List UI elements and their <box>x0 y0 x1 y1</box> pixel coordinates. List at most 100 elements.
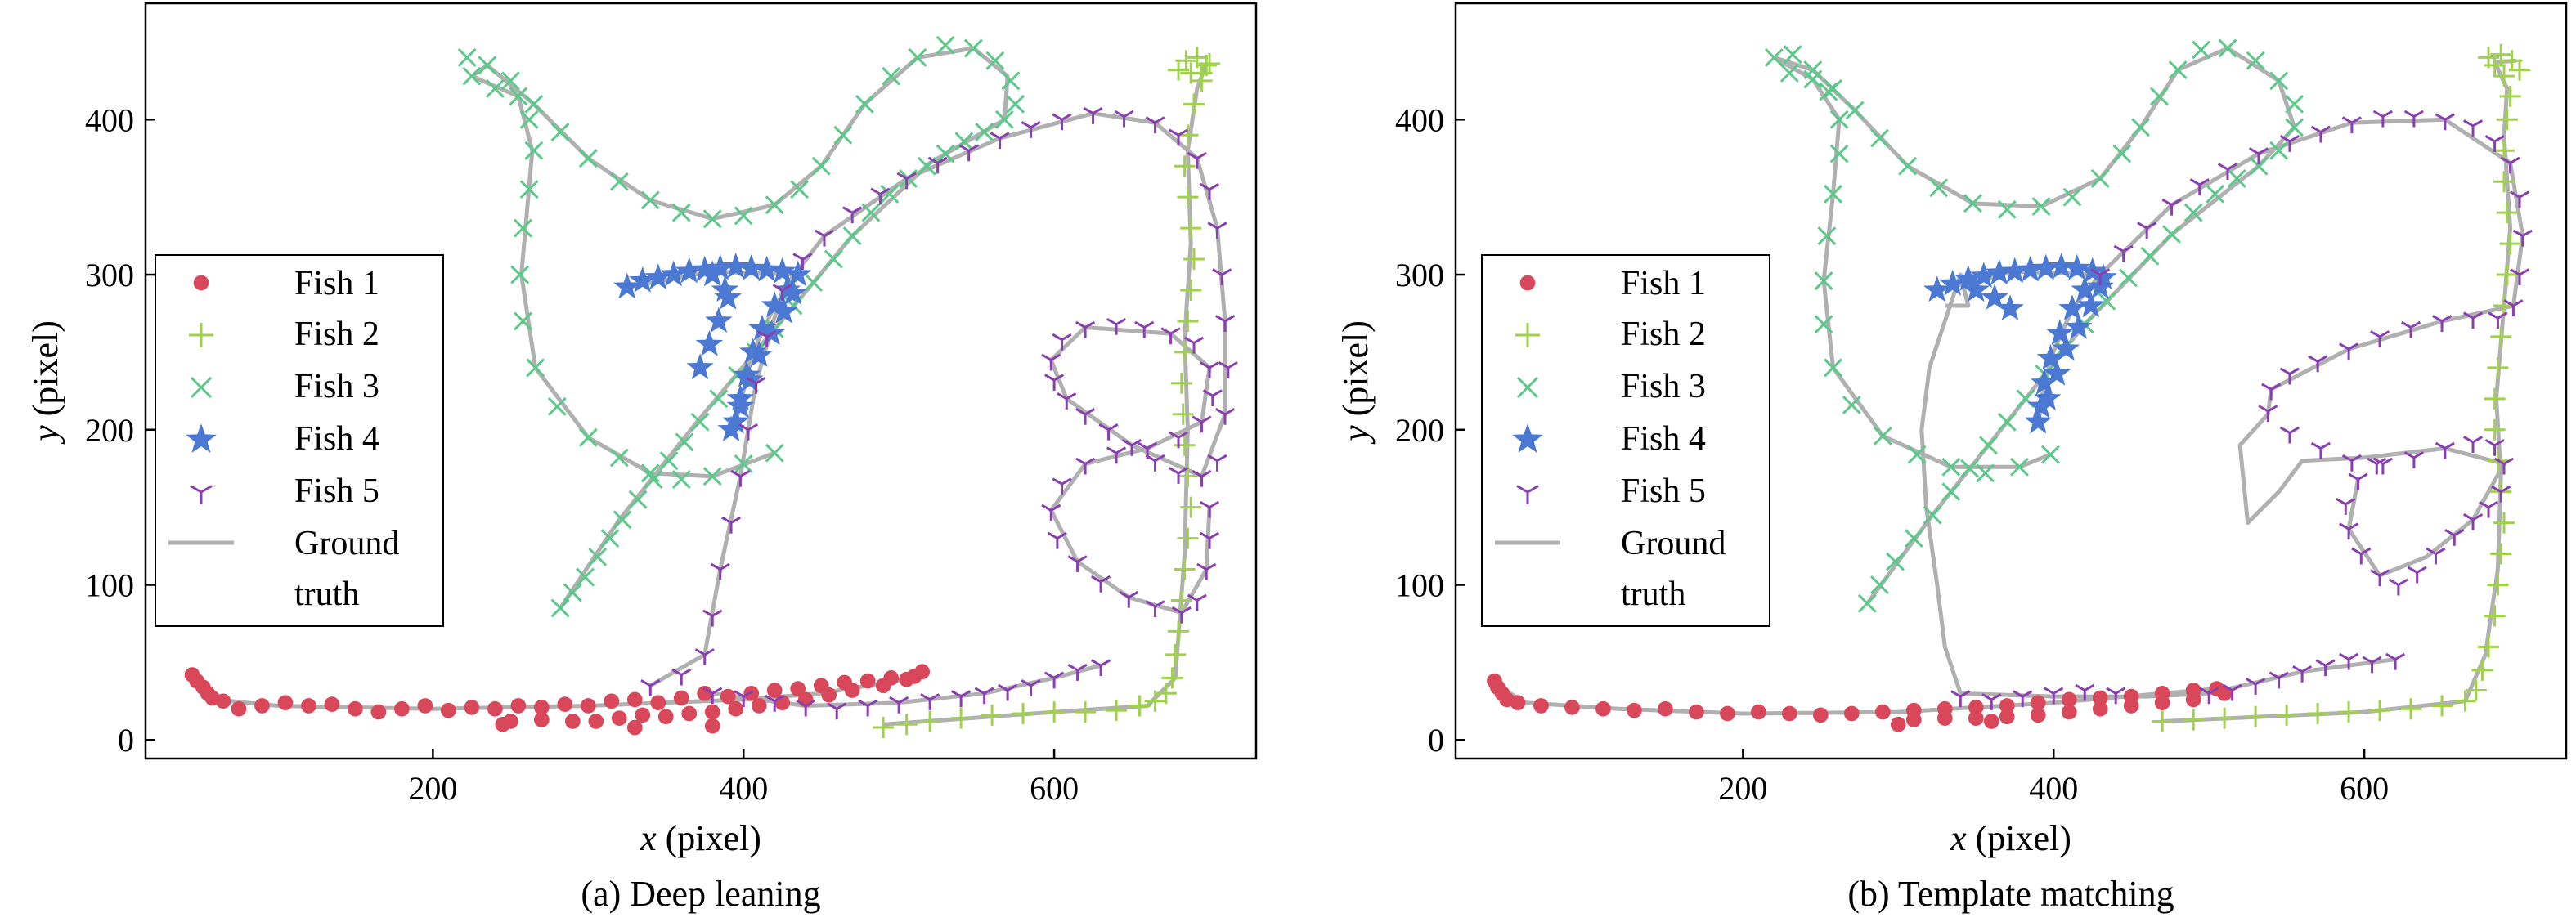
y-tick-label: 300 <box>85 257 134 293</box>
fish1-point <box>1781 705 1797 722</box>
legend-label-fish3: Fish 3 <box>294 368 379 405</box>
fish5-point <box>2292 665 2313 683</box>
fish2-point <box>1183 248 1205 271</box>
fish4-point <box>2063 253 2091 280</box>
fish1-point <box>487 700 503 717</box>
fish2-point <box>1144 690 1166 712</box>
fish1-point <box>2061 704 2077 720</box>
fish3-point <box>936 144 955 163</box>
fish1-point <box>441 702 456 718</box>
fish3-point <box>855 94 874 114</box>
fish3-point <box>1829 110 1849 129</box>
ground-truth-line <box>711 663 1102 708</box>
fish2-point <box>1177 186 1199 208</box>
fish1-point <box>821 687 837 703</box>
fish5-point <box>2401 320 2421 338</box>
fish3-point <box>563 583 582 602</box>
fish2-point <box>1161 667 1183 689</box>
x-tick-label: 200 <box>408 770 457 807</box>
fish2-point <box>1012 702 1034 724</box>
fish3-point <box>526 358 545 378</box>
fish1-point <box>277 695 294 711</box>
fish5-point <box>734 690 754 708</box>
fish1-point <box>859 673 876 689</box>
fish2-point <box>2490 543 2512 565</box>
fish1-point <box>751 698 767 714</box>
fish3-point <box>640 190 660 210</box>
fish5-point <box>2279 135 2300 152</box>
fish5-point <box>1067 664 1088 681</box>
x-tick-label: 600 <box>1030 770 1079 807</box>
fish3-point <box>1870 128 1889 148</box>
fish3-point <box>690 412 710 432</box>
fish3-point <box>2131 118 2151 137</box>
fish1-point <box>720 688 736 705</box>
fish3-point <box>588 547 608 566</box>
fish3-point <box>1845 101 1865 120</box>
fish5-point <box>1091 575 1111 593</box>
fish2-point <box>2431 695 2453 717</box>
legend-label-fish2: Fish 2 <box>294 316 379 353</box>
fish3-point <box>908 47 927 67</box>
fish2-point <box>2245 705 2267 727</box>
fish3-point <box>1842 395 1861 414</box>
fish3-point <box>609 172 629 191</box>
legend-marker-fish4 <box>1512 423 1543 453</box>
fish5-point <box>1106 446 1127 464</box>
fish5-point <box>2462 513 2484 530</box>
legend: Fish 1 Fish 2 Fish 3 Fish 4 Fish 5 Groun… <box>1481 254 1770 627</box>
fish3-point <box>709 389 729 409</box>
fish3-point <box>1997 412 2017 432</box>
fish5-point <box>842 206 863 224</box>
fish5-point <box>671 668 692 686</box>
fish2-point <box>1180 280 1202 302</box>
fish3-point <box>985 51 1005 70</box>
fish3-point <box>457 47 477 67</box>
fish1-point <box>875 678 891 694</box>
fish3-point <box>1904 529 1923 548</box>
fish2-point <box>2496 109 2518 131</box>
fish1-point <box>1874 704 1891 720</box>
fish3-point <box>2246 51 2265 70</box>
fish2-point <box>950 707 972 729</box>
panel-deep-learning: 200 400 600 0 100 200 300 400 x (pixel) y (pixe… <box>25 2 1258 914</box>
fish4-point <box>753 255 781 282</box>
legend-marker-fish3 <box>190 376 213 399</box>
legend-label-fish1: Fish 1 <box>294 265 379 302</box>
fish2-point <box>1075 701 1097 723</box>
fish3-point <box>2168 60 2188 80</box>
fish3-point <box>2285 118 2304 137</box>
fish3-point <box>1803 69 1823 89</box>
fish2-point <box>1180 496 1202 518</box>
fish4-point <box>644 263 672 290</box>
fish2-point <box>2400 698 2422 720</box>
fish5-point <box>1044 374 1065 392</box>
fish5-point <box>2339 522 2359 540</box>
fish1-point <box>1658 700 1673 717</box>
fish5-point <box>2388 578 2408 596</box>
fish3-point <box>1824 358 1842 378</box>
fish3-point <box>2162 225 2182 244</box>
fish3-point <box>509 87 528 106</box>
fish5-point <box>2435 113 2455 131</box>
fish3-point <box>675 432 694 452</box>
fish4-point <box>2089 263 2117 290</box>
fish4-point <box>1954 265 1982 291</box>
y-tick-label: 0 <box>118 722 134 759</box>
fish2-point <box>1177 310 1199 332</box>
fish4-point <box>769 257 797 284</box>
fish1-point <box>2185 692 2201 708</box>
legend-marker-fish3 <box>1516 376 1539 399</box>
fish3-point <box>524 94 544 114</box>
fish5-point <box>1214 315 1236 332</box>
fish5-point <box>1057 392 1077 410</box>
fish5-point <box>2075 683 2095 701</box>
fish4-point <box>2071 275 2098 302</box>
fish5-point <box>1047 531 1067 549</box>
legend-marker-fish5 <box>1516 485 1539 504</box>
fish4-point <box>1923 275 1951 302</box>
fish5-point <box>920 693 940 710</box>
fish3-point <box>1824 184 1842 204</box>
fish2-point <box>2214 707 2236 729</box>
fish3-point <box>1764 47 1784 67</box>
